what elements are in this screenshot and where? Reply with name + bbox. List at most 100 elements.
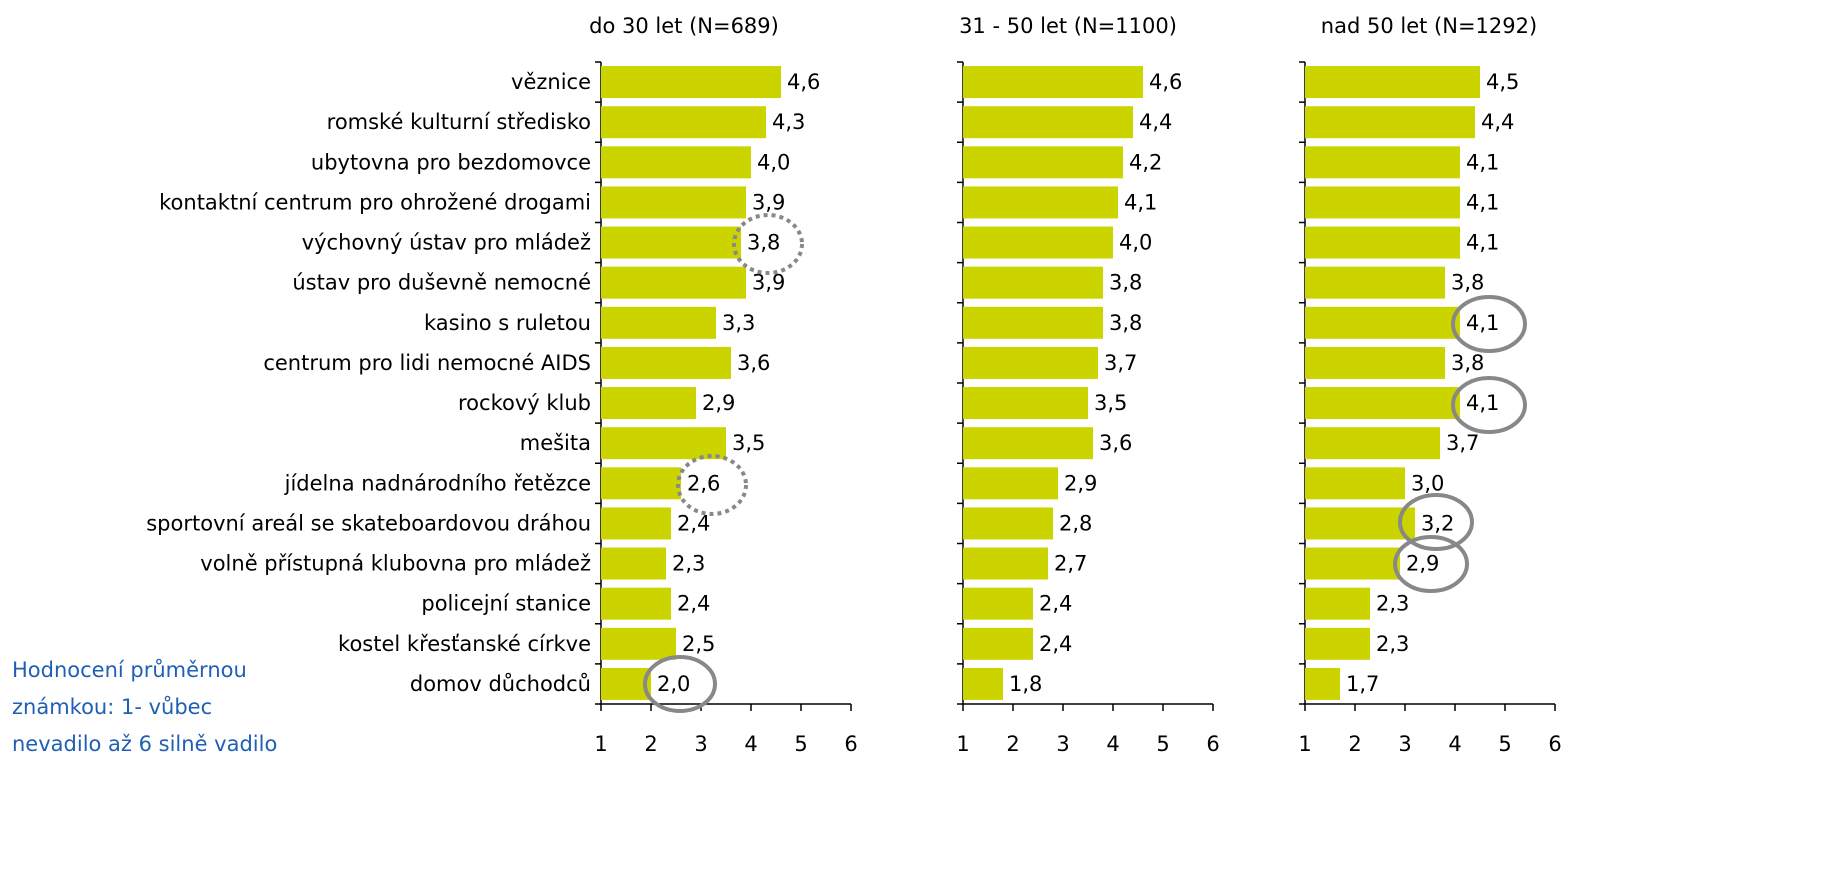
panel-title: 31 - 50 let (N=1100): [959, 14, 1177, 38]
x-tick-label: 6: [1206, 732, 1219, 756]
category-label: romské kulturní středisko: [327, 110, 591, 134]
bar: [601, 306, 716, 339]
x-tick-label: 1: [956, 732, 969, 756]
note: Hodnocení průměrnou: [12, 658, 247, 682]
bar: [963, 146, 1123, 179]
category-label: volně přístupná klubovna pro mládež: [200, 552, 591, 576]
category-label: jídelna nadnárodního řetězce: [284, 471, 591, 495]
value-label: 3,8: [1451, 351, 1484, 375]
category-label: domov důchodců: [410, 672, 591, 696]
category-label: výchovný ústav pro mládež: [302, 231, 591, 255]
value-label: 3,9: [752, 190, 785, 214]
value-label: 3,5: [1094, 391, 1127, 415]
bar: [1305, 467, 1405, 500]
value-label: 1,8: [1009, 672, 1042, 696]
value-label: 3,8: [1109, 311, 1142, 335]
x-tick-label: 4: [1106, 732, 1119, 756]
category-label: věznice: [511, 70, 591, 94]
x-tick-label: 3: [1398, 732, 1411, 756]
value-label: 2,8: [1059, 511, 1092, 535]
bar: [601, 547, 666, 580]
value-label: 4,1: [1466, 311, 1499, 335]
x-tick-label: 3: [694, 732, 707, 756]
value-label: 3,7: [1446, 431, 1479, 455]
bar: [963, 507, 1053, 540]
bar: [963, 667, 1003, 700]
bar: [963, 346, 1098, 379]
highlight: [732, 213, 804, 275]
panel-title: do 30 let (N=689): [589, 14, 779, 38]
bar: [601, 667, 651, 700]
panel-title: nad 50 let (N=1292): [1321, 14, 1537, 38]
category-label: ubytovna pro bezdomovce: [311, 150, 591, 174]
value-label: 2,0: [657, 672, 690, 696]
bar: [1305, 266, 1445, 299]
value-label: 2,3: [1376, 592, 1409, 616]
bar: [963, 66, 1143, 99]
category-label: kasino s ruletou: [424, 311, 591, 335]
bar: [963, 387, 1088, 420]
value-label: 4,4: [1139, 110, 1172, 134]
highlight: [1451, 376, 1527, 434]
value-label: 4,3: [772, 110, 805, 134]
bar: [963, 467, 1058, 500]
value-label: 2,3: [672, 552, 705, 576]
bar: [601, 627, 676, 660]
x-tick-label: 5: [794, 732, 807, 756]
value-label: 3,5: [732, 431, 765, 455]
value-label: 2,5: [682, 632, 715, 656]
value-label: 4,6: [1149, 70, 1182, 94]
value-label: 4,5: [1486, 70, 1519, 94]
bar: [601, 186, 746, 219]
x-tick-label: 6: [844, 732, 857, 756]
bar: [601, 106, 766, 139]
bar: [1305, 346, 1445, 379]
bar: [1305, 587, 1370, 620]
value-label: 4,1: [1466, 231, 1499, 255]
value-label: 1,7: [1346, 672, 1379, 696]
value-label: 4,1: [1124, 190, 1157, 214]
x-tick-label: 2: [1006, 732, 1019, 756]
bar: [1305, 667, 1340, 700]
highlight: [1398, 493, 1474, 551]
value-label: 2,4: [677, 511, 710, 535]
x-tick-label: 2: [644, 732, 657, 756]
bar: [601, 346, 731, 379]
value-label: 2,4: [677, 592, 710, 616]
note: nevadilo až 6 silně vadilo: [12, 732, 277, 756]
category-label: kontaktní centrum pro ohrožené drogami: [159, 190, 591, 214]
bar: [1305, 106, 1475, 139]
value-label: 2,6: [687, 471, 720, 495]
value-label: 2,3: [1376, 632, 1409, 656]
value-label: 2,4: [1039, 592, 1072, 616]
highlight-circles: [643, 213, 1527, 713]
bar: [1305, 226, 1460, 259]
bar: [601, 146, 751, 179]
value-label: 4,1: [1466, 190, 1499, 214]
value-label: 2,4: [1039, 632, 1072, 656]
x-tick-label: 3: [1056, 732, 1069, 756]
value-label: 4,1: [1466, 150, 1499, 174]
bar: [601, 266, 746, 299]
value-label: 4,6: [787, 70, 820, 94]
category-label: centrum pro lidi nemocné AIDS: [263, 351, 591, 375]
highlight: [1393, 535, 1469, 593]
bar: [601, 387, 696, 420]
x-tick-label: 1: [1298, 732, 1311, 756]
bar: [1305, 547, 1400, 580]
bar: [1305, 627, 1370, 660]
highlight: [676, 454, 748, 516]
value-label: 4,2: [1129, 150, 1162, 174]
x-tick-label: 5: [1498, 732, 1511, 756]
bar: [1305, 146, 1460, 179]
category-label: sportovní areál se skateboardovou dráhou: [146, 511, 591, 535]
category-label: kostel křesťanské církve: [338, 632, 591, 656]
bar: [963, 106, 1133, 139]
value-label: 3,8: [747, 231, 780, 255]
category-label: ústav pro duševně nemocné: [292, 271, 591, 295]
bar: [963, 226, 1113, 259]
value-label: 4,1: [1466, 391, 1499, 415]
x-tick-label: 4: [1448, 732, 1461, 756]
category-label: mešita: [520, 431, 591, 455]
bar: [1305, 186, 1460, 219]
